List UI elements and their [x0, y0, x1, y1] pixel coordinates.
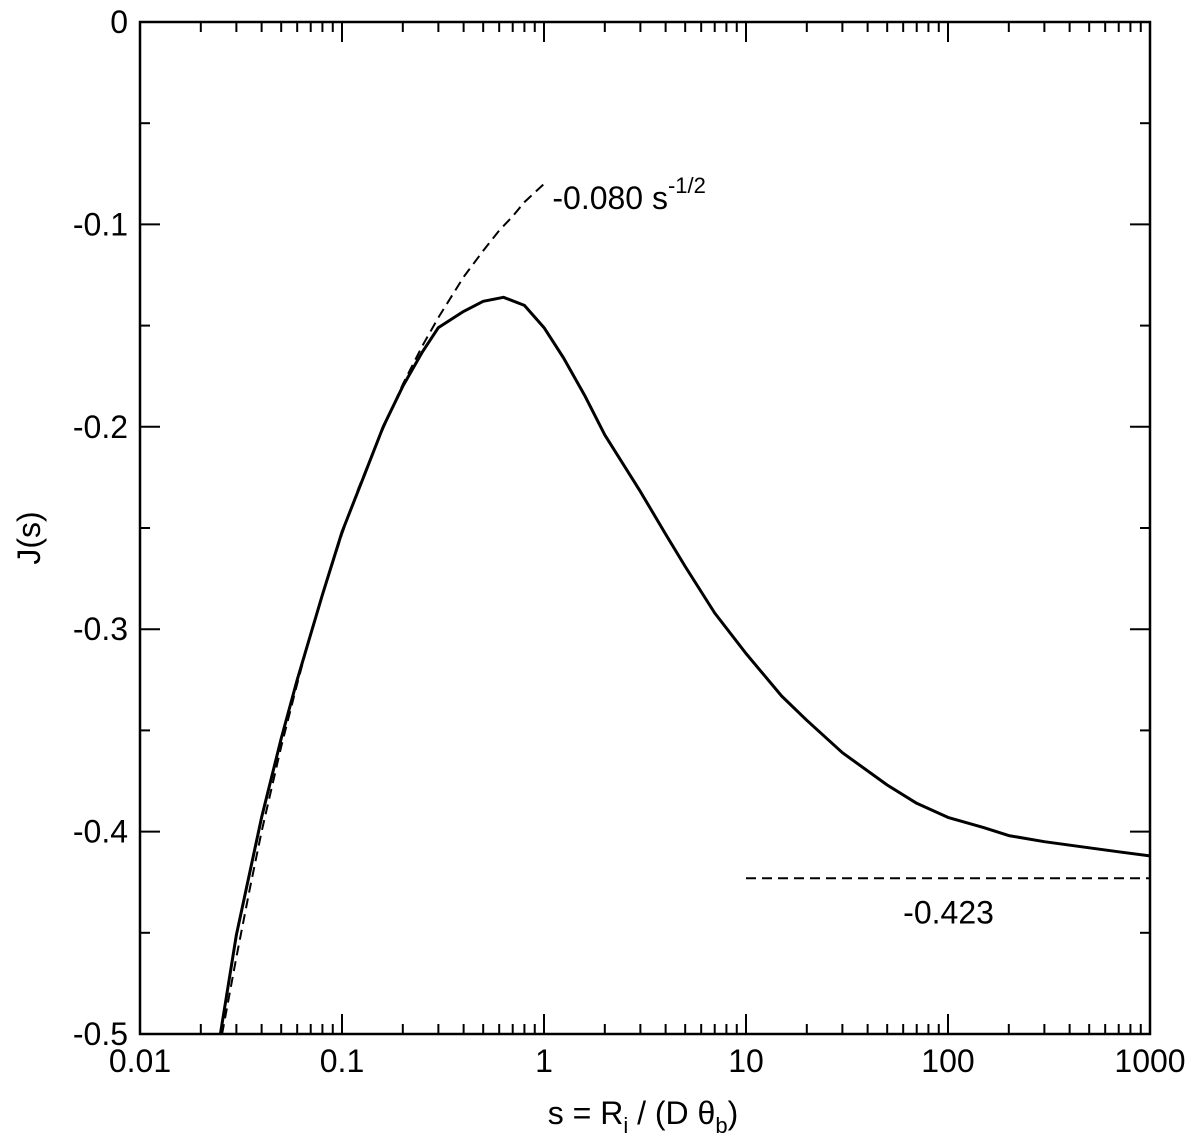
x-axis-label-tail: ) [728, 1095, 739, 1131]
x-tick-label: 1 [535, 1043, 553, 1079]
annotation-superscript: -1/2 [668, 173, 706, 198]
x-tick-label: 1000 [1114, 1043, 1185, 1079]
asymptote-small-s-line [221, 183, 545, 1035]
annotations: -0.080 s-1/2 -0.423 [552, 173, 994, 930]
series-group [218, 183, 1151, 1035]
x-tick-label: 0.01 [109, 1043, 171, 1079]
y-tick-label: -0.3 [73, 611, 128, 647]
plot-frame [138, 20, 1152, 1036]
x-axis-label-sub1: i [623, 1113, 628, 1138]
y-tick-label: -0.5 [73, 1016, 128, 1052]
annotation-asymptote-value: -0.423 [903, 895, 994, 931]
annotation-text: -0.423 [903, 895, 994, 931]
tick-labels: 0.01 0.1 1 10 100 1000 -0.5 -0.4 -0.3 -0.2 -0.1 0 [73, 4, 1186, 1079]
y-tick-label: -0.2 [73, 409, 128, 445]
y-axis-label: J(s) [11, 511, 47, 564]
annotation-text: -0.080 s [552, 180, 668, 216]
x-tick-label: 100 [921, 1043, 974, 1079]
x-axis-label-mid: / (D θ [628, 1095, 715, 1131]
annotation-power-law: -0.080 s-1/2 [552, 173, 706, 216]
x-axis-label-lead: s = R [548, 1095, 624, 1131]
y-tick-label: 0 [110, 4, 128, 40]
series-line-J [218, 295, 1151, 1035]
x-tick-label: 10 [728, 1043, 764, 1079]
x-axis-label-sub2: b [715, 1113, 727, 1138]
y-tick-label: -0.4 [73, 814, 128, 850]
x-axis-label: s = Ri / (D θb) [548, 1095, 739, 1138]
x-tick-label: 0.1 [320, 1043, 364, 1079]
y-tick-label: -0.1 [73, 206, 128, 242]
axis-ticks [139, 21, 1151, 1035]
